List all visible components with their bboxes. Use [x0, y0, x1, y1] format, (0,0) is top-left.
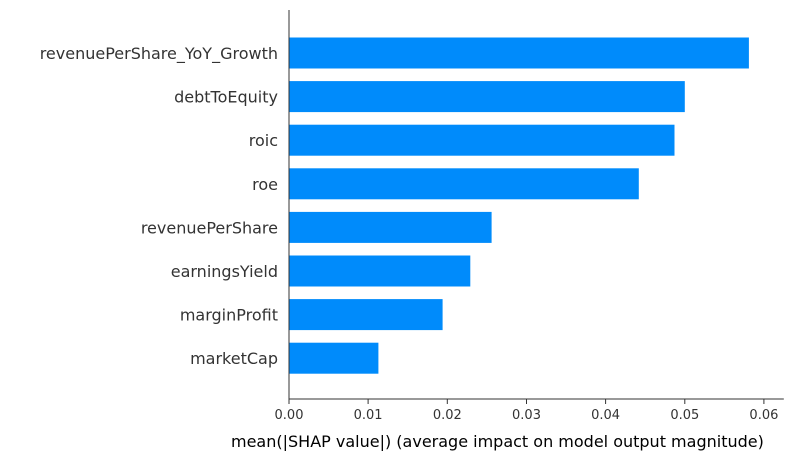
x-ticks-group: 0.00 0.01 0.02 0.03 0.04 0.05 0.06: [275, 399, 778, 423]
x-tick-label: 0.05: [670, 408, 699, 423]
x-tick-label: 0.01: [354, 408, 383, 423]
category-label-roe: roe: [252, 175, 278, 194]
category-label-roic: roic: [249, 131, 278, 150]
x-tick-label: 0.04: [591, 408, 620, 423]
category-label-marketCap: marketCap: [190, 349, 278, 368]
bar-earningsYield: [289, 255, 471, 287]
category-label-revenuePerShare: revenuePerShare: [141, 218, 278, 237]
category-label-revenuePerShare_YoY_Growth: revenuePerShare_YoY_Growth: [40, 44, 278, 64]
x-tick-label: 0.06: [749, 408, 778, 423]
bars-group: [289, 37, 749, 374]
category-label-debtToEquity: debtToEquity: [174, 88, 278, 107]
bar-debtToEquity: [289, 81, 685, 113]
category-label-earningsYield: earningsYield: [171, 262, 278, 281]
x-tick-label: 0.00: [275, 408, 304, 423]
x-axis-title: mean(|SHAP value|) (average impact on mo…: [231, 432, 764, 451]
x-tick-label: 0.02: [433, 408, 462, 423]
category-labels-group: revenuePerShare_YoY_Growth debtToEquity ro…: [40, 44, 278, 368]
bar-marginProfit: [289, 299, 443, 331]
bar-revenuePerShare_YoY_Growth: [289, 37, 749, 69]
bar-marketCap: [289, 342, 379, 374]
bar-roic: [289, 124, 675, 156]
category-label-marginProfit: marginProfit: [180, 306, 278, 325]
bar-revenuePerShare: [289, 211, 492, 243]
bar-roe: [289, 168, 639, 200]
x-tick-label: 0.03: [512, 408, 541, 423]
